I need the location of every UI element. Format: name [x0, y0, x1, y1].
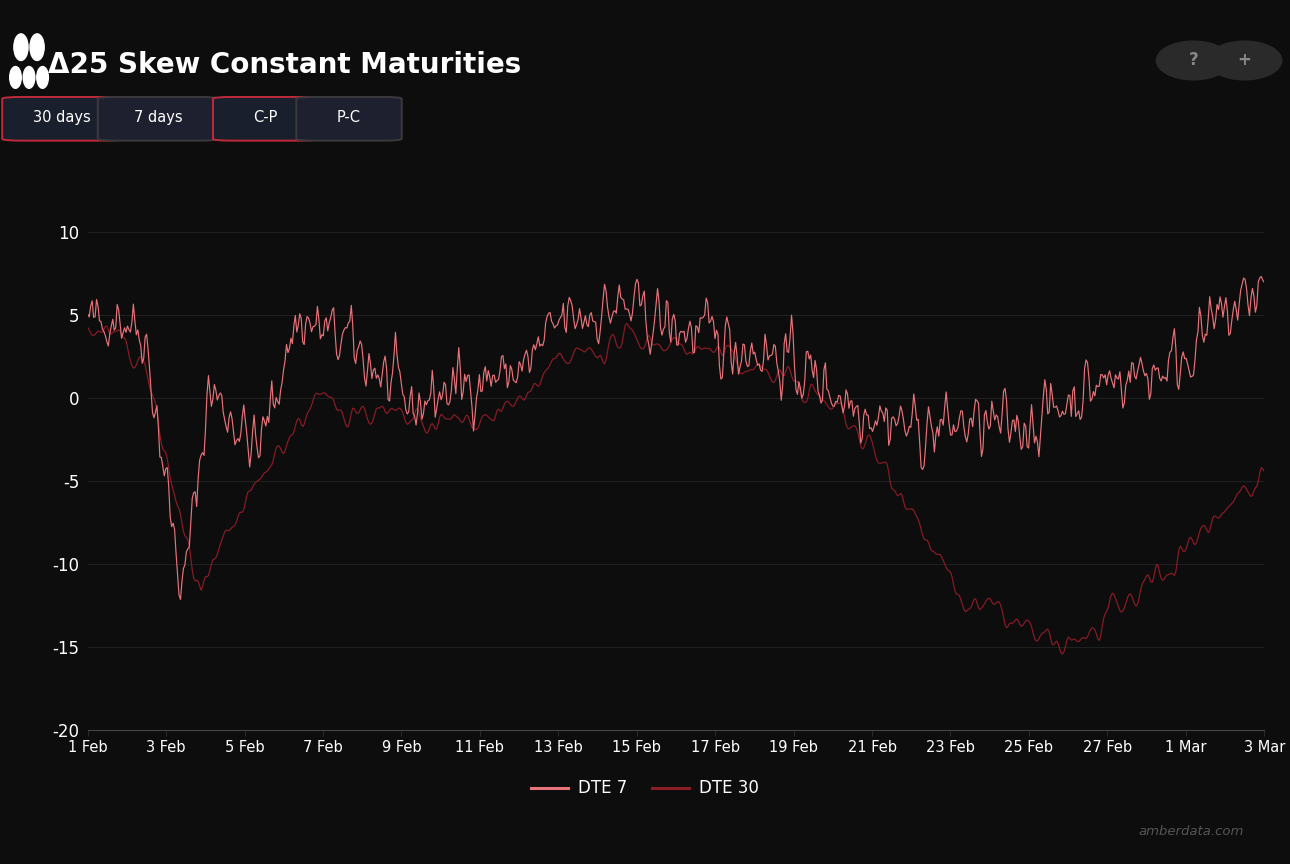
Text: 7 days: 7 days — [134, 111, 182, 125]
Text: ?: ? — [1188, 52, 1198, 69]
Circle shape — [1156, 41, 1231, 79]
Circle shape — [23, 67, 35, 88]
Text: P-C: P-C — [337, 111, 361, 125]
Text: 30 days: 30 days — [34, 111, 92, 125]
Text: C-P: C-P — [254, 111, 277, 125]
Text: Δ25 Skew Constant Maturities: Δ25 Skew Constant Maturities — [48, 51, 521, 79]
Text: +: + — [1237, 52, 1251, 69]
FancyBboxPatch shape — [297, 97, 401, 141]
Circle shape — [9, 67, 22, 88]
FancyBboxPatch shape — [98, 97, 218, 141]
FancyBboxPatch shape — [213, 97, 319, 141]
Circle shape — [37, 67, 49, 88]
Circle shape — [14, 34, 28, 60]
Circle shape — [30, 34, 44, 60]
Circle shape — [1207, 41, 1282, 79]
Legend: DTE 7, DTE 30: DTE 7, DTE 30 — [525, 772, 765, 804]
FancyBboxPatch shape — [3, 97, 123, 141]
Text: amberdata.com: amberdata.com — [1138, 824, 1244, 838]
